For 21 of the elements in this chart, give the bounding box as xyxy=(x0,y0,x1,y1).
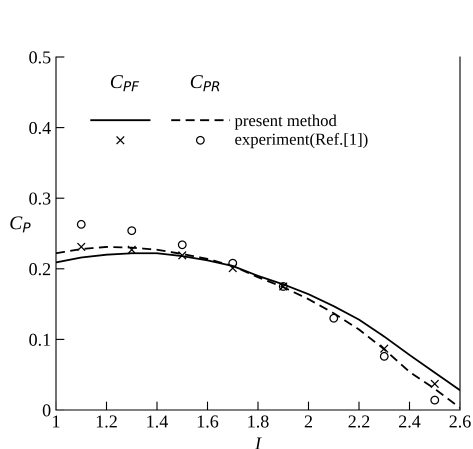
legend-label: experiment(Ref.[1]) xyxy=(235,132,368,148)
y-axis-title: C$_{P}$ xyxy=(10,216,31,232)
y-tick-label: 0.5 xyxy=(29,51,50,64)
x-tick-label: 2.4 xyxy=(399,415,421,428)
x-tick-label: 2.6 xyxy=(450,415,471,428)
x-tick-label: 1.4 xyxy=(147,415,168,428)
annotation: C$_{PR}$ xyxy=(190,75,220,92)
y-tick-label: 0.3 xyxy=(29,192,50,205)
x-tick-label: 1 xyxy=(53,415,60,428)
y-tick-label: 0.2 xyxy=(29,263,50,276)
y-tick-label: 0.1 xyxy=(29,334,50,346)
y-tick-label: 0.4 xyxy=(29,122,51,134)
annotation: C$_{PF}$ xyxy=(110,75,140,92)
y-tick-label: 0 xyxy=(42,404,50,416)
x-tick-label: 1.6 xyxy=(198,415,218,428)
x-tick-label: 1.2 xyxy=(96,415,117,428)
legend-label: present method xyxy=(234,114,337,130)
x-tick-label: 1.8 xyxy=(248,415,269,428)
x-tick-label: 2 xyxy=(304,415,312,428)
x-axis-title: I xyxy=(254,437,262,449)
x-tick-label: 2.2 xyxy=(348,415,370,428)
